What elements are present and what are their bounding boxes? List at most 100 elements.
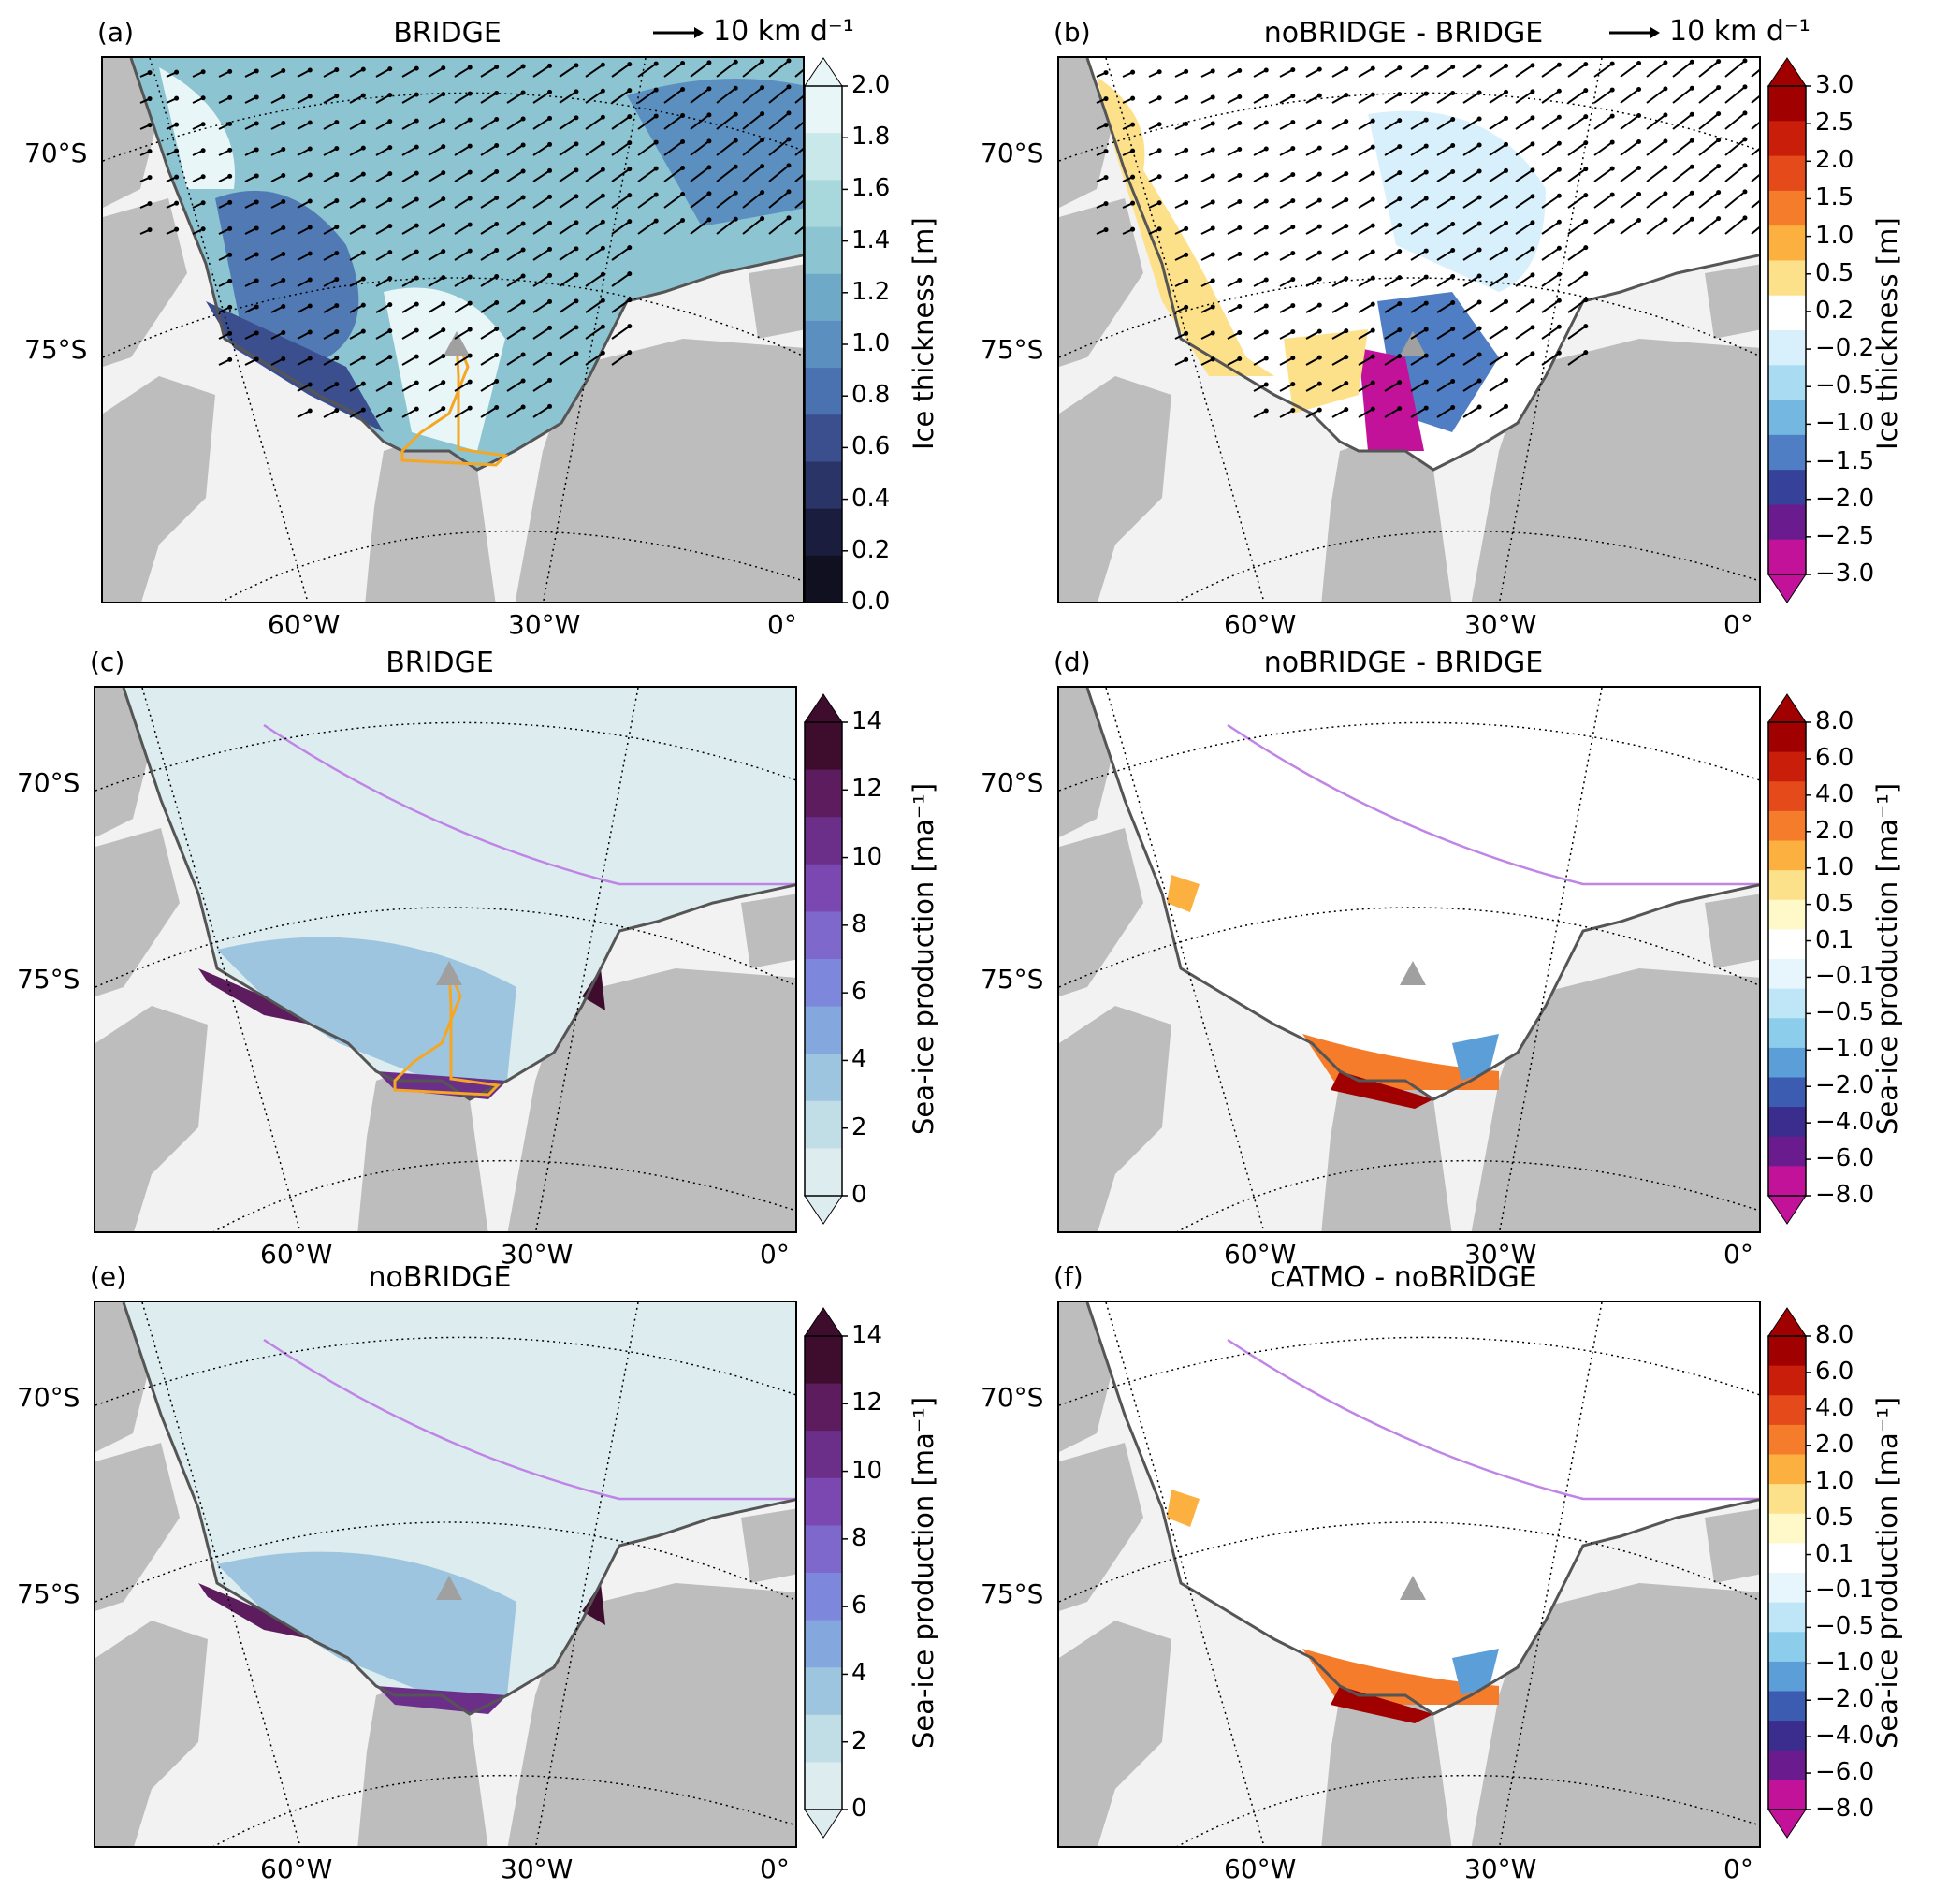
lon-label: 30°W	[508, 609, 581, 640]
graticule-80S	[1176, 530, 1759, 602]
colorbar-tick-label: 6	[851, 1592, 867, 1621]
colorbar-tick-label: 1.0	[1815, 852, 1854, 881]
colorbar-tick-label: 4.0	[1815, 1393, 1854, 1422]
lat-label: 75°S	[17, 964, 80, 995]
colorbar-tick-label: 2.0	[851, 71, 891, 99]
arrow-icon	[1609, 26, 1660, 38]
colorbar-tick-label: 10	[851, 842, 883, 871]
colorbar-tick-label: −0.1	[1815, 1576, 1875, 1605]
graticule-75S	[95, 907, 795, 988]
lon-label: 0°	[1723, 1239, 1753, 1270]
colorbar-tick-label: −1.0	[1815, 409, 1875, 438]
colorbar-tick-label: −2.0	[1815, 484, 1875, 513]
colorbar-tick-label: 10	[851, 1456, 883, 1485]
colorbar-tick-label: 14	[851, 1321, 883, 1349]
graticule-80S	[1176, 1159, 1759, 1231]
reference-vector: 10 km d⁻¹	[1607, 15, 1810, 48]
colorbar-tick-label: 0	[851, 1795, 867, 1823]
station-marker	[1400, 1576, 1426, 1600]
lon-label: 60°W	[1224, 1853, 1297, 1884]
ice-front-outline	[393, 967, 502, 1097]
colorbar-tick-label: 1.4	[851, 225, 891, 254]
map-frame	[1057, 56, 1761, 603]
station-marker	[436, 961, 462, 985]
colorbar-tick-label: −6.0	[1815, 1758, 1875, 1787]
colorbar-tick-label: 0.6	[851, 432, 891, 461]
graticule-75S	[103, 277, 803, 358]
colorbar-title: Sea-ice production [ma⁻¹]	[1871, 1396, 1903, 1749]
colorbar-tick-label: 0.2	[1815, 296, 1854, 325]
panel-title: BRIDGE	[385, 647, 494, 679]
colorbar-tick-label: 1.0	[851, 329, 891, 357]
colorbar-tick-label: 12	[851, 775, 883, 804]
coastline	[122, 1302, 795, 1716]
colorbar-tick-label: 0	[851, 1181, 867, 1209]
lon-label: 0°	[760, 1239, 790, 1270]
colorbar-tick-label: −0.5	[1815, 1612, 1875, 1641]
colorbar	[1767, 57, 1811, 603]
colorbar-tick-label: 2.0	[1815, 1430, 1854, 1459]
coastline	[122, 688, 795, 1101]
map-svg	[95, 1302, 795, 1846]
coastline	[1085, 1302, 1759, 1716]
lon-label: 60°W	[268, 609, 341, 640]
colorbar-title: Ice thickness [m]	[1871, 216, 1903, 450]
graticule-80S	[212, 1774, 795, 1846]
lon-label: 60°W	[1224, 609, 1297, 640]
colorbar-tick-label: 4	[851, 1659, 867, 1688]
panel-label: (f)	[1054, 1261, 1083, 1292]
panel-label: (c)	[90, 647, 125, 677]
lon-label: 0°	[760, 1853, 790, 1884]
sea-ice-field	[1087, 1302, 1759, 1714]
station-marker	[1400, 331, 1426, 356]
lon-label: 60°W	[1224, 1239, 1297, 1270]
arrow-icon	[653, 26, 704, 38]
lon-label: 30°W	[501, 1853, 574, 1884]
colorbar-svg	[1767, 1307, 1811, 1839]
colorbar-title: Sea-ice production [ma⁻¹]	[908, 782, 939, 1135]
colorbar-tick-label: −8.0	[1815, 1795, 1875, 1823]
colorbar-tick-label: 1.0	[1815, 1466, 1854, 1495]
map-svg	[1059, 688, 1759, 1231]
colorbar-tick-label: −0.1	[1815, 962, 1875, 991]
panel-title: BRIDGE	[393, 17, 502, 50]
colorbar-tick-label: −0.2	[1815, 334, 1875, 363]
panel-title: noBRIDGE	[368, 1261, 512, 1294]
colorbar	[804, 693, 848, 1225]
graticule-80S	[212, 1159, 795, 1231]
colorbar-title: Sea-ice production [ma⁻¹]	[1871, 782, 1903, 1135]
lat-label: 70°S	[981, 138, 1044, 168]
lat-label: 75°S	[24, 334, 88, 365]
colorbar-title: Sea-ice production [ma⁻¹]	[908, 1396, 939, 1749]
panel-title: noBRIDGE - BRIDGE	[1263, 647, 1544, 679]
colorbar-tick-label: 8.0	[1815, 707, 1854, 735]
colorbar-tick-label: 0.2	[851, 535, 891, 564]
colorbar-tick-label: 6.0	[1815, 1357, 1854, 1386]
colorbar-tick-label: −2.0	[1815, 1071, 1875, 1100]
graticule-75S	[1059, 277, 1759, 358]
colorbar-tick-label: −2.0	[1815, 1685, 1875, 1714]
panel-label: (d)	[1054, 647, 1091, 677]
map-frame	[94, 686, 797, 1233]
velocity-vectors	[139, 58, 803, 418]
map-svg	[103, 58, 803, 602]
colorbar-tick-label: 0.5	[1815, 258, 1854, 287]
lon-label: 30°W	[1464, 1239, 1537, 1270]
lon-label: 60°W	[260, 1239, 333, 1270]
graticule-80S	[220, 530, 803, 602]
colorbar-svg	[804, 57, 848, 603]
colorbar-tick-label: 1.5	[1815, 183, 1854, 212]
colorbar-svg	[1767, 693, 1811, 1225]
colorbar-title: Ice thickness [m]	[908, 216, 939, 450]
station-marker	[444, 331, 470, 356]
panel-label: (b)	[1054, 17, 1091, 48]
lon-label: 0°	[1723, 1853, 1753, 1884]
colorbar-tick-label: 1.0	[1815, 221, 1854, 250]
colorbar-tick-label: 2.0	[1815, 816, 1854, 845]
colorbar-tick-label: 3.0	[1815, 71, 1854, 99]
colorbar-tick-label: 0.8	[851, 381, 891, 410]
colorbar-tick-label: −2.5	[1815, 521, 1875, 550]
colorbar-tick-label: 2	[851, 1726, 867, 1755]
lat-label: 70°S	[981, 767, 1044, 798]
colorbar-tick-label: 2.5	[1815, 109, 1854, 138]
